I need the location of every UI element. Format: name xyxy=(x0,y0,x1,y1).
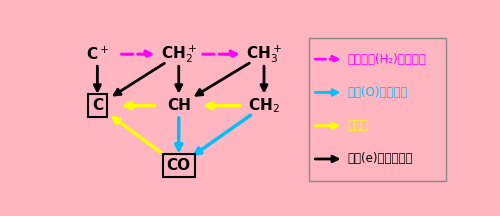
Text: 光解離: 光解離 xyxy=(348,119,368,132)
Text: C: C xyxy=(92,98,103,113)
Text: 電子(e)との再結合: 電子(e)との再結合 xyxy=(348,152,413,165)
Text: 酸素(O)との反応: 酸素(O)との反応 xyxy=(348,86,408,99)
Text: CH: CH xyxy=(167,98,190,113)
Text: C$^+$: C$^+$ xyxy=(86,46,109,63)
Text: 水素分子(H₂)との反応: 水素分子(H₂)との反応 xyxy=(348,53,426,66)
Text: CO: CO xyxy=(166,158,191,173)
Text: CH$_2$: CH$_2$ xyxy=(248,96,280,115)
FancyBboxPatch shape xyxy=(308,38,446,181)
Text: CH$_2^+$: CH$_2^+$ xyxy=(161,43,196,65)
Text: CH$_3^+$: CH$_3^+$ xyxy=(246,43,282,65)
